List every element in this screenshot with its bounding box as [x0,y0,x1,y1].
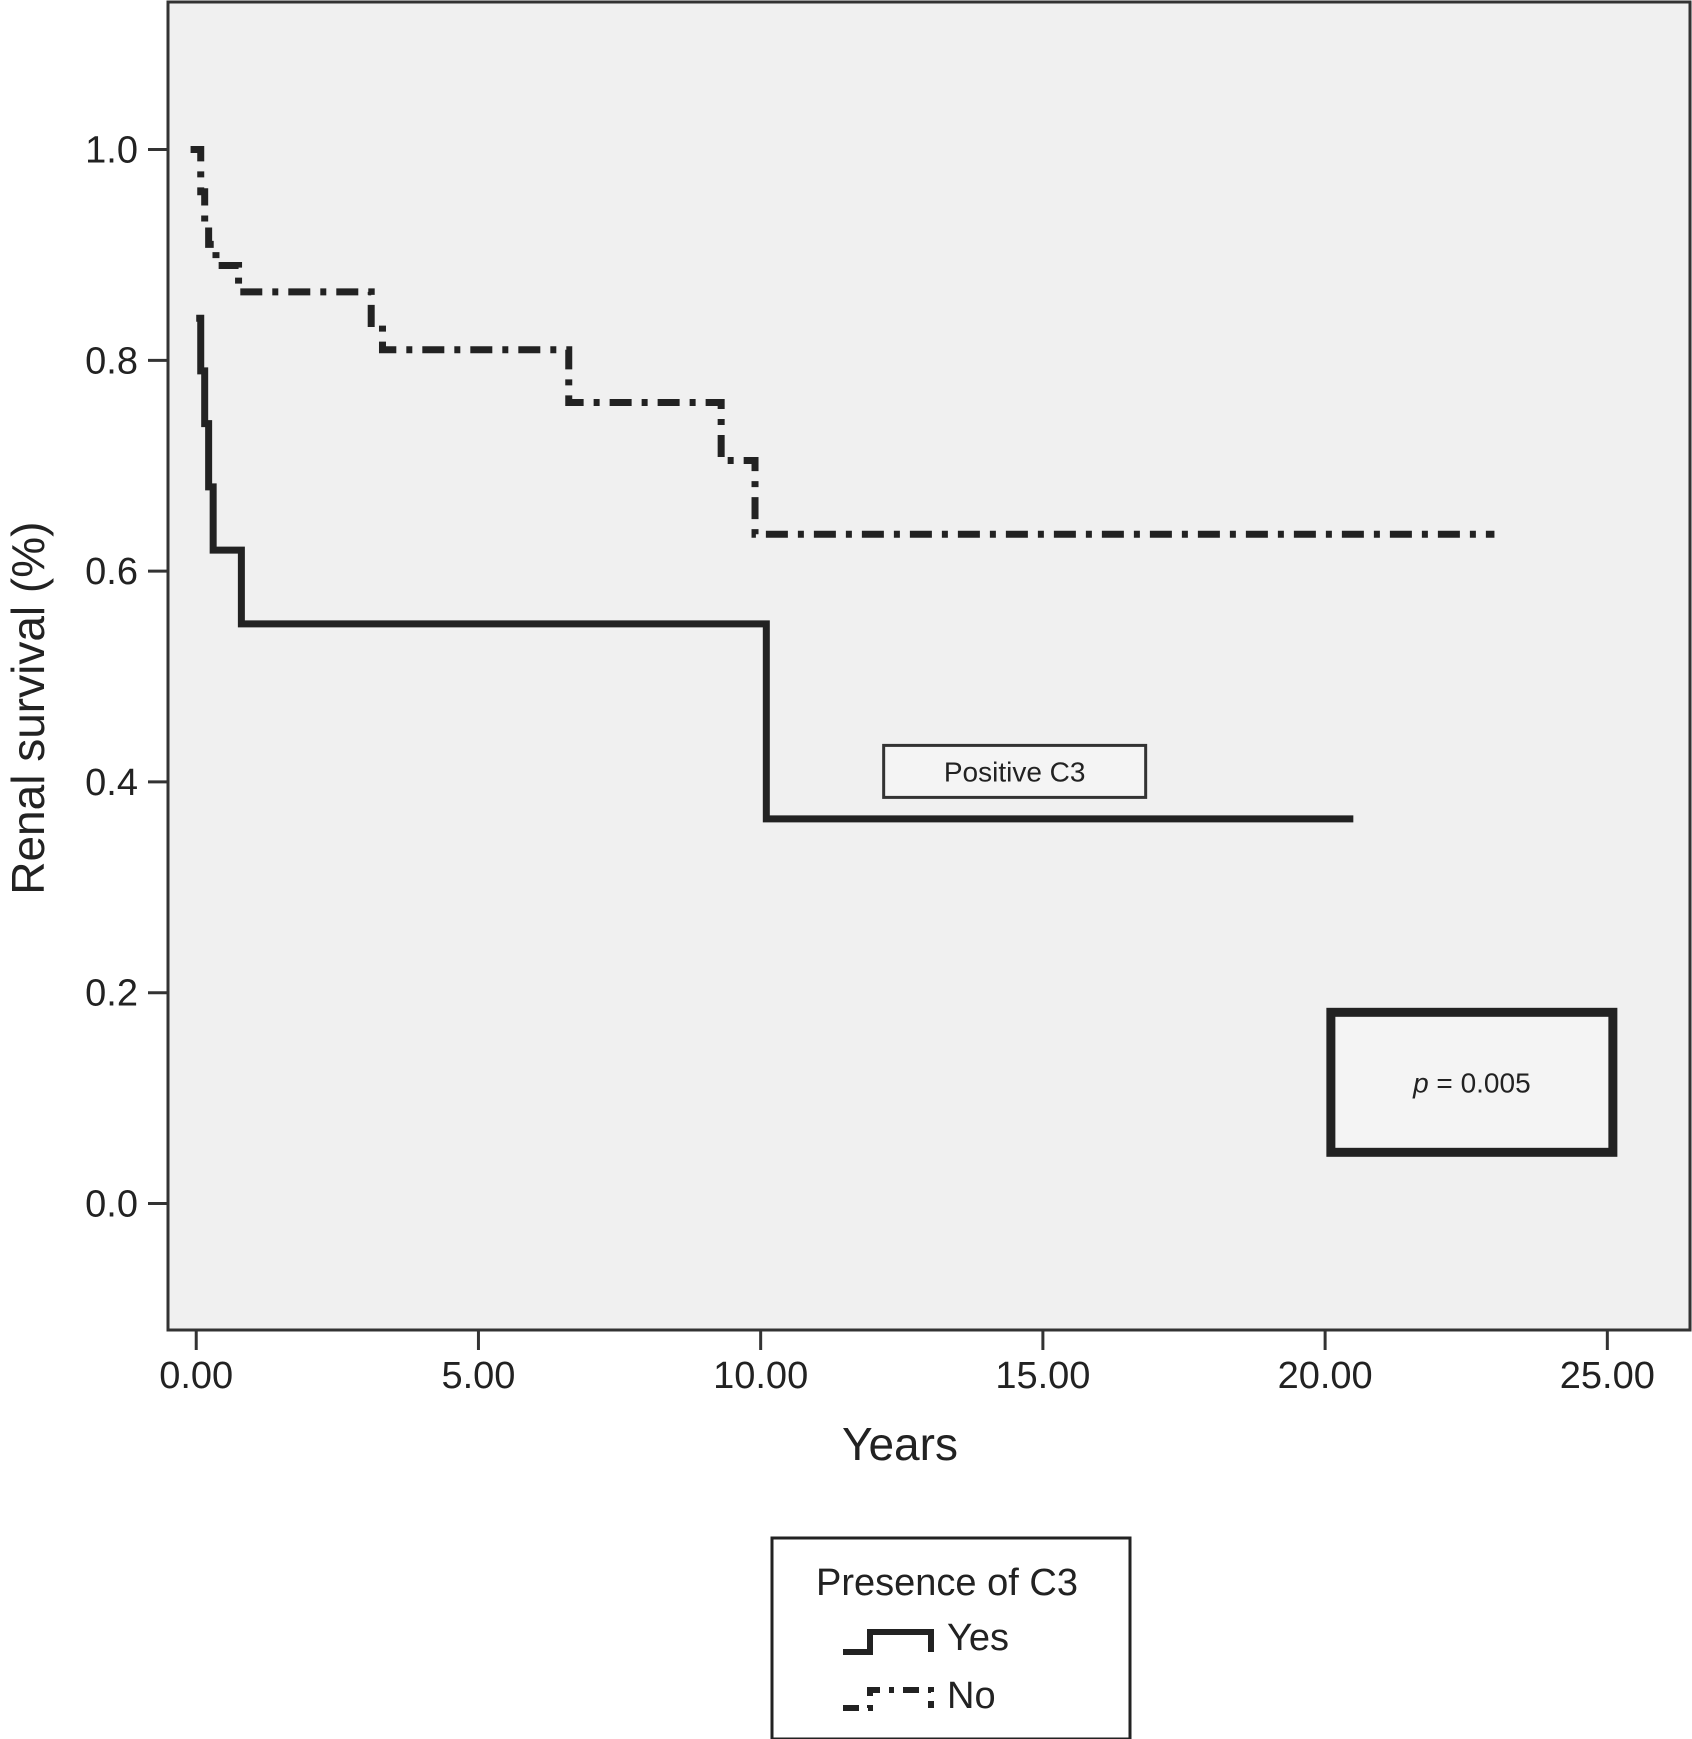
p-value-italic: p [1412,1067,1429,1098]
series-layer [190,146,1495,823]
annotation-positive-c3: Positive C3 [944,756,1086,787]
x-tick-label-4: 20.00 [1278,1355,1373,1397]
legend-label-no: No [947,1675,996,1717]
legend-box [770,1536,1132,1739]
x-tick-label-0: 0.00 [159,1355,233,1397]
x-tick-label-1: 5.00 [441,1355,515,1397]
x-tick-label-3: 15.00 [995,1355,1090,1397]
legend-title: Presence of C3 [816,1562,1078,1604]
legend-swatch-no [843,1687,934,1711]
x-tick-label-5: 25.00 [1560,1355,1655,1397]
axis-layer: 0.0 0.2 0.4 0.6 0.8 1.0 0.00 5.00 10.00 15.00 20.0… [85,130,1655,1397]
annotation-box-p-value [1326,1007,1618,1157]
y-tick-label-3: 0.6 [85,551,138,593]
x-tick-label-2: 10.00 [713,1355,808,1397]
y-tick-label-0: 0.0 [85,1184,138,1226]
series-line-yes [196,314,1354,823]
legend-swatch-yes [843,1629,934,1655]
y-axis-title: Renal survival (%) [2,522,54,895]
annotation-box-positive-c3 [882,743,1148,799]
y-tick-label-4: 0.8 [85,340,138,382]
y-tick-label-2: 0.4 [85,762,138,804]
legend-label-yes: Yes [947,1617,1009,1659]
x-axis-title: Years [842,1418,958,1470]
plot-frame [166,0,1692,1332]
y-tick-label-5: 1.0 [85,130,138,172]
series-line-no [190,146,1495,538]
p-value-rest: = 0.005 [1429,1067,1531,1098]
annotation-p-value: p = 0.005 [1412,1067,1531,1098]
y-tick-label-1: 0.2 [85,973,138,1015]
